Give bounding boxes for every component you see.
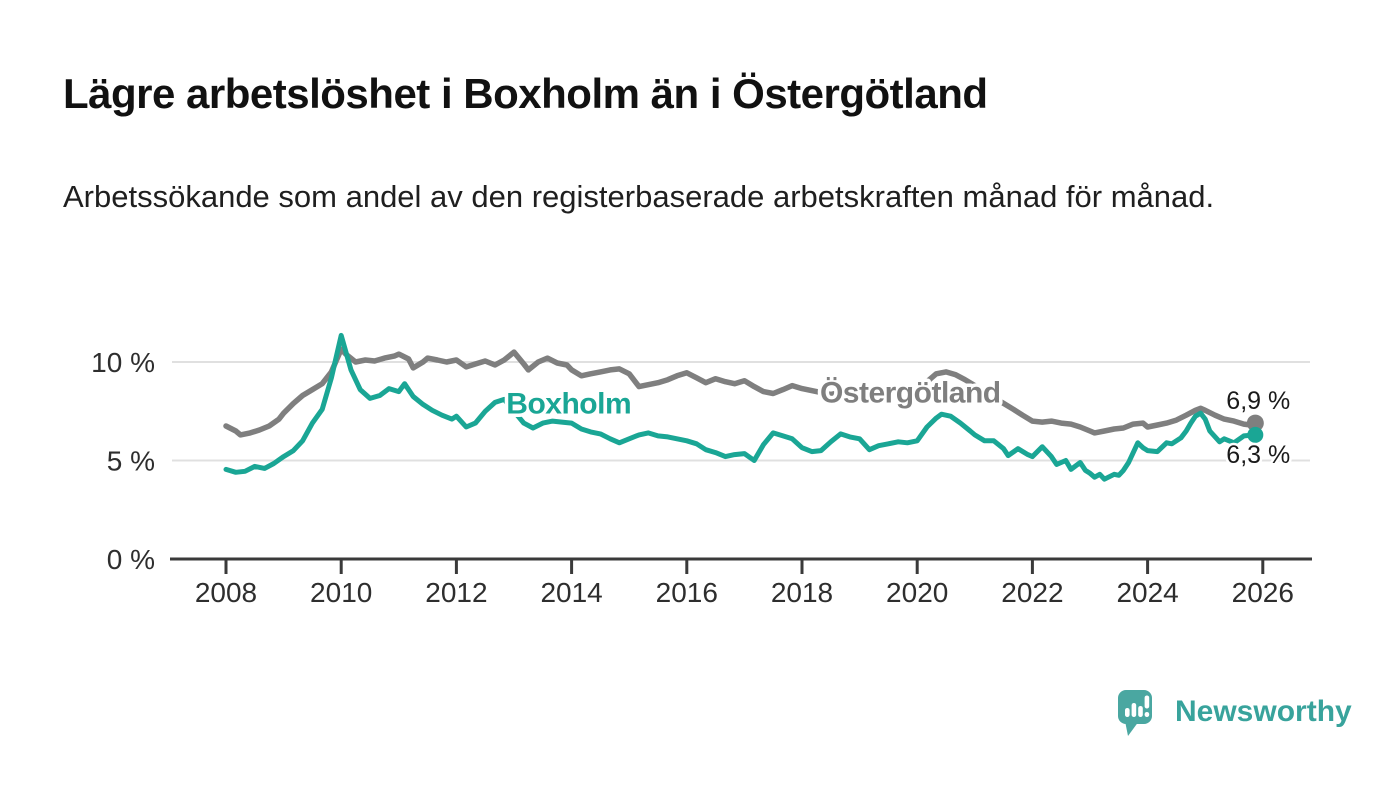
logo-bar-1 bbox=[1125, 708, 1130, 717]
y-tick-label: 0 % bbox=[107, 544, 155, 575]
page-title: Lägre arbetslöshet i Boxholm än i Österg… bbox=[63, 70, 988, 117]
x-tick-label: 2020 bbox=[886, 577, 948, 608]
logo-bar-3 bbox=[1138, 706, 1143, 717]
x-tick-label: 2018 bbox=[771, 577, 833, 608]
x-tick-label: 2010 bbox=[310, 577, 372, 608]
series-label-stergtland: Östergötland bbox=[820, 377, 1001, 410]
logo-exclamation-dot bbox=[1144, 712, 1150, 717]
series-line-stergtland bbox=[223, 346, 1259, 438]
end-value-label-stergtland: 6,9 % bbox=[1226, 387, 1290, 415]
x-tick-label: 2008 bbox=[195, 577, 257, 608]
logo-exclamation-bar bbox=[1144, 695, 1150, 709]
x-tick-label: 2016 bbox=[656, 577, 718, 608]
x-tick-label: 2024 bbox=[1116, 577, 1178, 608]
series-line-boxholm bbox=[223, 332, 1258, 482]
series-label-boxholm: Boxholm bbox=[506, 387, 631, 420]
chart-subtitle: Arbetssökande som andel av den registerb… bbox=[63, 179, 1215, 214]
x-tick-label: 2014 bbox=[540, 577, 602, 608]
brand-name: Newsworthy bbox=[1175, 695, 1352, 728]
x-tick-label: 2022 bbox=[1001, 577, 1063, 608]
newsworthy-brand: Newsworthy bbox=[1117, 688, 1352, 738]
end-dot-boxholm bbox=[1247, 426, 1264, 443]
y-tick-label: 10 % bbox=[91, 347, 155, 378]
logo-bubble-tail bbox=[1125, 721, 1139, 736]
newsworthy-logo-icon bbox=[1118, 690, 1152, 736]
x-tick-label: 2012 bbox=[425, 577, 487, 608]
y-tick-label: 5 % bbox=[107, 446, 155, 477]
logo-bar-2 bbox=[1131, 703, 1137, 717]
x-tick-label: 2026 bbox=[1232, 577, 1294, 608]
end-value-label-boxholm: 6,3 % bbox=[1226, 441, 1290, 469]
end-dot-stergtland bbox=[1246, 414, 1264, 432]
